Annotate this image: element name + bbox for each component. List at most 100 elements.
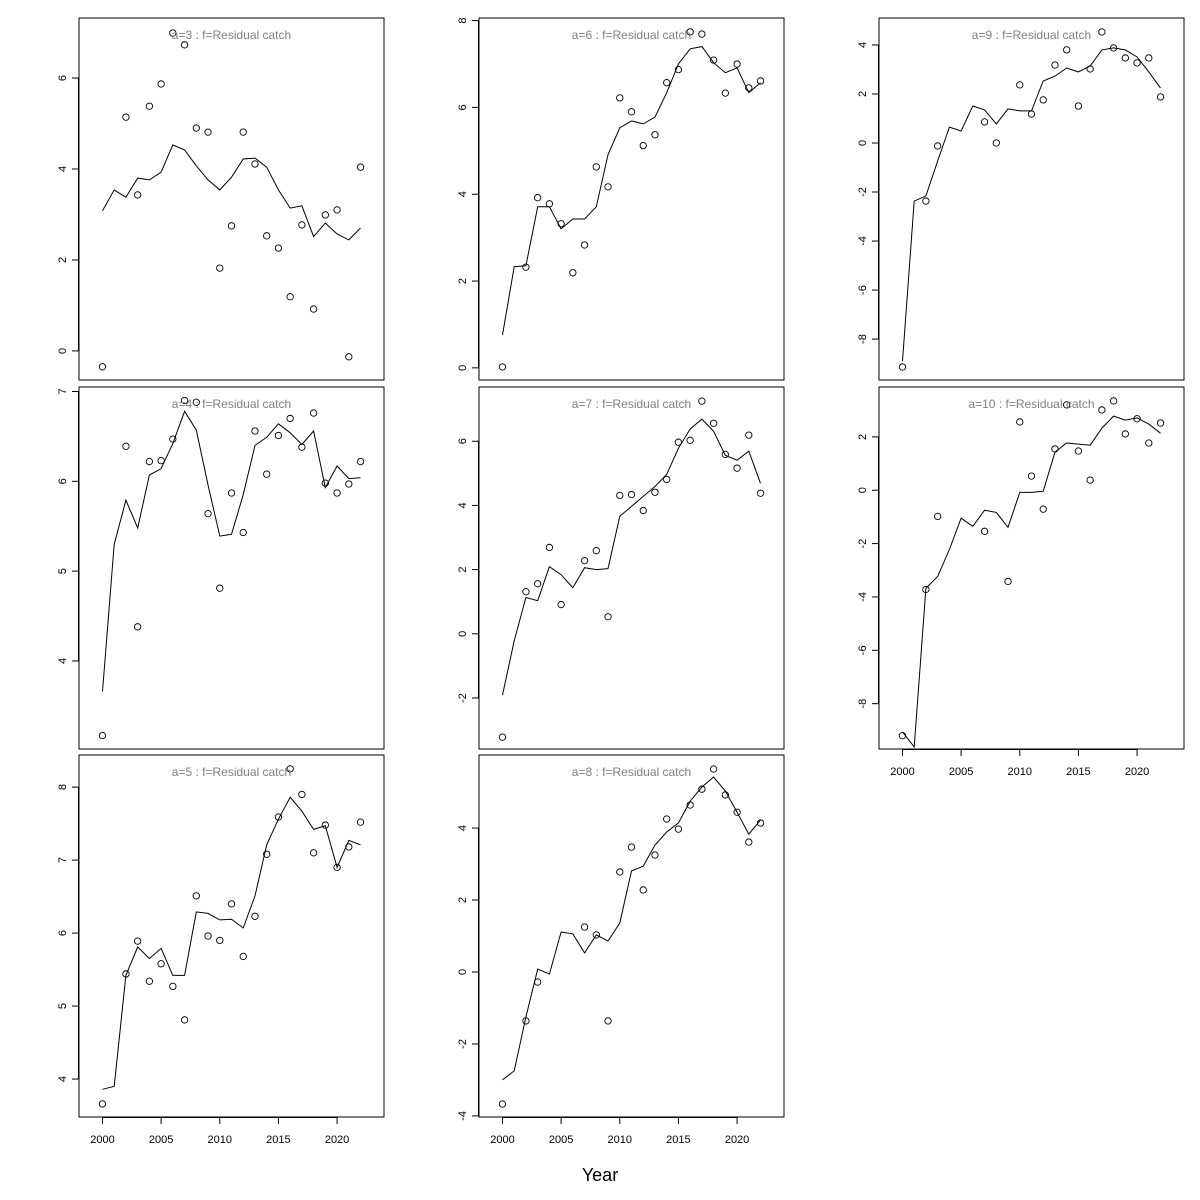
observed-point <box>922 585 930 594</box>
panel-title: a=10 : f=Residual catch <box>968 397 1094 411</box>
y-tick-label: -8 <box>857 699 869 709</box>
panel-title: a=6 : f=Residual catch <box>572 28 691 42</box>
y-tick-label: 7 <box>57 388 69 394</box>
observed-point <box>592 163 600 171</box>
x-tick-label: 2020 <box>1125 766 1149 778</box>
observed-point <box>122 970 130 978</box>
observed-point <box>557 220 565 228</box>
observed-point <box>356 818 365 826</box>
observed-point <box>1051 445 1059 453</box>
panel-5: -4 -2 0 2 4 2000 2005 2010 2015 2020 a=8 : f=Resid… <box>457 754 785 1146</box>
observed-point <box>309 305 318 313</box>
observed-point <box>309 849 318 857</box>
observed-point <box>274 431 283 440</box>
observed-point <box>192 398 200 406</box>
observed-point <box>534 194 542 202</box>
observed-point <box>216 936 224 945</box>
y-tick-label: 8 <box>57 784 69 790</box>
observed-point <box>227 900 236 908</box>
observed-point <box>1074 447 1083 455</box>
x-tick-label: 2010 <box>208 1134 232 1146</box>
y-tick-label: 5 <box>57 1003 69 1009</box>
observed-point <box>286 414 294 423</box>
observed-point <box>1133 415 1141 423</box>
x-tick-label: 2015 <box>266 1134 290 1146</box>
observed-point <box>169 982 177 991</box>
observed-point <box>698 785 706 793</box>
observed-point <box>745 838 753 846</box>
observed-point <box>145 457 154 466</box>
observed-point <box>1086 476 1094 484</box>
panel-title: a=7 : f=Residual catch <box>572 397 691 411</box>
panel-1: 4 5 6 7 a=4 : f=Residual catch <box>57 386 385 750</box>
observed-point <box>192 892 200 900</box>
observed-point <box>498 1100 507 1108</box>
observed-point <box>1086 65 1094 73</box>
observed-point <box>639 886 647 894</box>
observed-point <box>1004 577 1012 586</box>
y-tick-label: 6 <box>57 930 69 936</box>
y-tick-label: 4 <box>457 191 469 197</box>
y-tick-label: 0 <box>57 348 69 354</box>
observed-point <box>557 600 565 609</box>
observed-point <box>627 490 636 499</box>
observed-point <box>227 489 236 497</box>
observed-point <box>122 442 130 450</box>
observed-point <box>534 580 542 588</box>
x-tick-label: 2020 <box>325 1134 349 1146</box>
observed-point <box>333 863 341 872</box>
fitted-line <box>102 796 361 1090</box>
observed-point <box>580 241 589 249</box>
panel-title: a=5 : f=Residual catch <box>172 765 291 779</box>
observed-point <box>298 790 306 799</box>
observed-point <box>898 363 907 371</box>
observed-point <box>498 733 507 741</box>
panel-title: a=4 : f=Residual catch <box>172 397 291 411</box>
observed-point <box>239 128 247 136</box>
observed-point <box>663 815 671 823</box>
observed-point <box>286 765 294 773</box>
fitted-line <box>502 418 761 696</box>
observed-point <box>227 222 236 230</box>
observed-point <box>627 843 636 851</box>
observed-point <box>356 163 365 171</box>
observed-point <box>674 66 683 74</box>
observed-point <box>180 396 189 405</box>
y-tick-label: 0 <box>457 365 469 371</box>
plot-frame <box>78 754 385 1118</box>
y-tick-label: -4 <box>457 1111 469 1121</box>
y-tick-label: -4 <box>857 236 869 246</box>
x-tick-label: 2010 <box>608 1134 632 1146</box>
observed-point <box>134 191 142 199</box>
observed-point <box>134 937 142 945</box>
observed-point <box>169 435 177 443</box>
observed-point <box>321 211 329 219</box>
panel-title: a=9 : f=Residual catch <box>972 28 1091 42</box>
observed-point <box>686 801 694 809</box>
observed-point <box>122 113 130 121</box>
observed-point <box>580 923 589 931</box>
observed-point <box>263 850 271 858</box>
observed-point <box>1016 418 1024 426</box>
observed-point <box>709 419 718 427</box>
observed-point <box>1121 430 1129 438</box>
observed-point <box>980 527 989 535</box>
y-tick-label: 6 <box>57 75 69 81</box>
observed-point <box>1027 472 1036 480</box>
observed-point <box>639 141 647 150</box>
observed-point <box>698 30 706 38</box>
y-tick-label: 4 <box>57 658 69 664</box>
observed-point <box>216 264 224 272</box>
observed-point <box>756 77 765 85</box>
y-tick-label: -8 <box>857 334 869 344</box>
x-tick-label: 2005 <box>149 1134 173 1146</box>
observed-point <box>134 623 142 631</box>
observed-point <box>1121 54 1129 62</box>
y-tick-label: 8 <box>457 18 469 24</box>
fitted-line <box>902 415 1161 749</box>
observed-point <box>98 731 107 740</box>
y-tick-label: -2 <box>857 187 869 197</box>
y-tick-label: 4 <box>57 1076 69 1082</box>
observed-point <box>934 142 942 150</box>
